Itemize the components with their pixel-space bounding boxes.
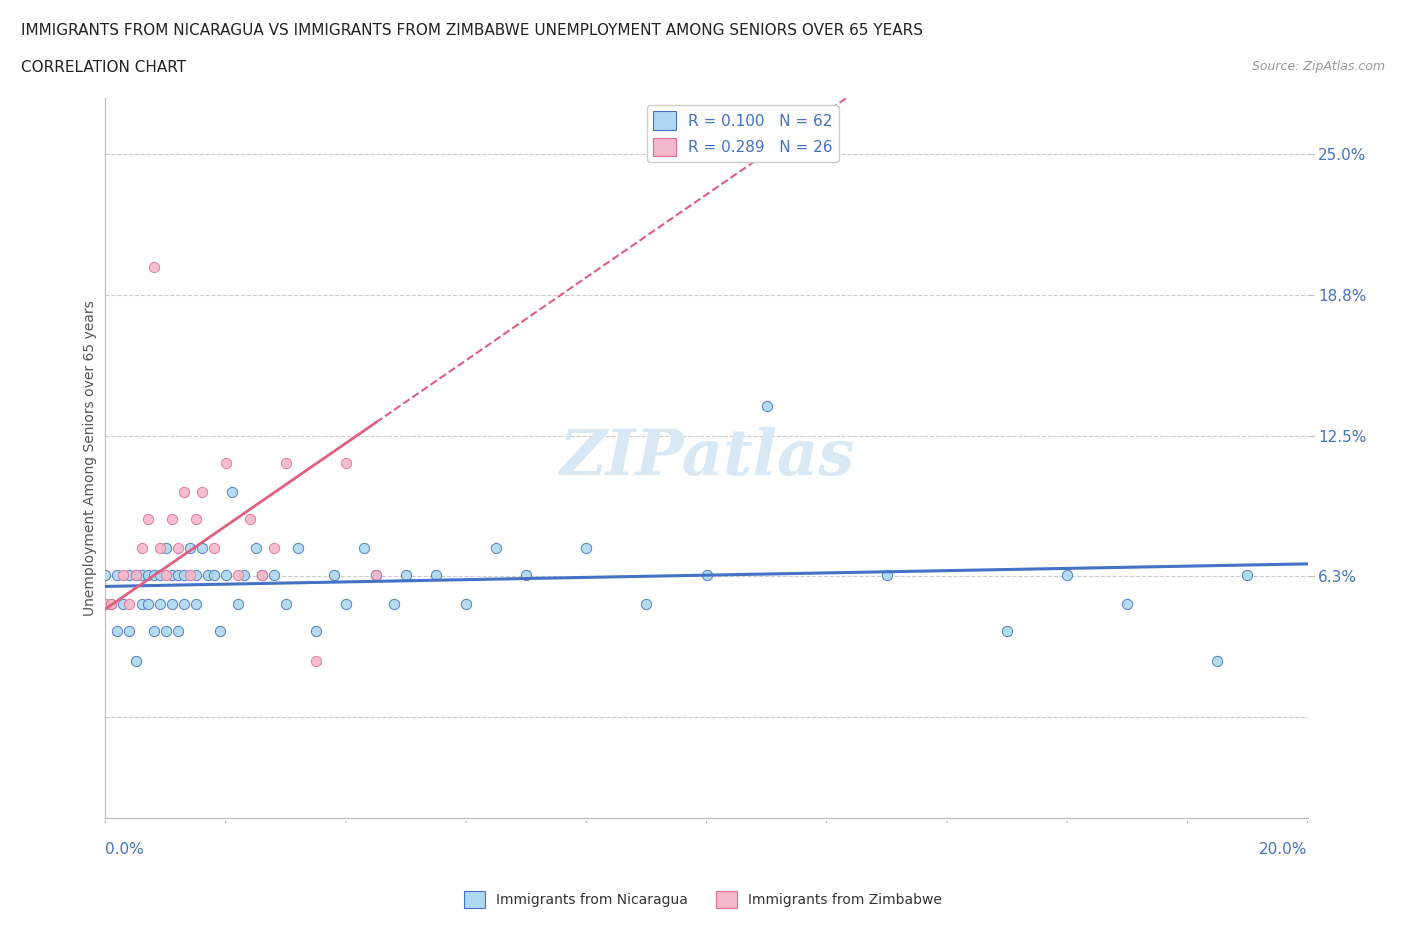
Point bbox=[575, 540, 598, 555]
Point bbox=[148, 597, 170, 612]
Point bbox=[155, 624, 177, 639]
Point bbox=[155, 540, 177, 555]
Point bbox=[197, 567, 219, 582]
Point bbox=[131, 597, 153, 612]
Point bbox=[136, 597, 159, 612]
Point bbox=[179, 540, 201, 555]
Point bbox=[184, 597, 207, 612]
Point bbox=[274, 597, 297, 612]
Point bbox=[160, 567, 183, 582]
Point bbox=[226, 597, 249, 612]
Point bbox=[876, 567, 898, 582]
Point bbox=[166, 624, 188, 639]
Point bbox=[124, 653, 146, 668]
Text: CORRELATION CHART: CORRELATION CHART bbox=[21, 60, 186, 75]
Point bbox=[160, 597, 183, 612]
Point bbox=[179, 567, 201, 582]
Point bbox=[696, 567, 718, 582]
Point bbox=[263, 540, 285, 555]
Point bbox=[202, 567, 225, 582]
Point bbox=[226, 567, 249, 582]
Point bbox=[94, 567, 117, 582]
Point bbox=[454, 597, 477, 612]
Point bbox=[184, 567, 207, 582]
Point bbox=[184, 512, 207, 526]
Point bbox=[636, 597, 658, 612]
Text: 20.0%: 20.0% bbox=[1260, 842, 1308, 857]
Point bbox=[100, 597, 122, 612]
Point bbox=[263, 567, 285, 582]
Point bbox=[382, 597, 405, 612]
Point bbox=[100, 597, 122, 612]
Point bbox=[142, 624, 165, 639]
Point bbox=[214, 455, 236, 470]
Point bbox=[250, 567, 273, 582]
Point bbox=[485, 540, 508, 555]
Point bbox=[107, 567, 129, 582]
Point bbox=[335, 597, 357, 612]
Point bbox=[232, 567, 254, 582]
Legend: R = 0.100   N = 62, R = 0.289   N = 26: R = 0.100 N = 62, R = 0.289 N = 26 bbox=[647, 105, 838, 163]
Text: 0.0%: 0.0% bbox=[105, 842, 145, 857]
Point bbox=[142, 259, 165, 274]
Point bbox=[148, 540, 170, 555]
Point bbox=[274, 455, 297, 470]
Point bbox=[107, 624, 129, 639]
Point bbox=[353, 540, 375, 555]
Point bbox=[755, 399, 778, 414]
Point bbox=[395, 567, 418, 582]
Point bbox=[136, 512, 159, 526]
Point bbox=[1116, 597, 1139, 612]
Point bbox=[136, 567, 159, 582]
Legend: Immigrants from Nicaragua, Immigrants from Zimbabwe: Immigrants from Nicaragua, Immigrants fr… bbox=[458, 885, 948, 914]
Point bbox=[148, 567, 170, 582]
Point bbox=[214, 567, 236, 582]
Point bbox=[94, 597, 117, 612]
Point bbox=[118, 597, 141, 612]
Point bbox=[995, 624, 1018, 639]
Point bbox=[112, 567, 135, 582]
Point bbox=[160, 512, 183, 526]
Point bbox=[166, 540, 188, 555]
Point bbox=[221, 485, 243, 499]
Point bbox=[322, 567, 344, 582]
Point bbox=[190, 540, 212, 555]
Point bbox=[190, 485, 212, 499]
Point bbox=[1056, 567, 1078, 582]
Y-axis label: Unemployment Among Seniors over 65 years: Unemployment Among Seniors over 65 years bbox=[83, 300, 97, 616]
Point bbox=[515, 567, 537, 582]
Point bbox=[124, 567, 146, 582]
Point bbox=[173, 485, 195, 499]
Point bbox=[287, 540, 309, 555]
Point bbox=[1236, 567, 1258, 582]
Point bbox=[118, 567, 141, 582]
Text: ZIPatlas: ZIPatlas bbox=[560, 427, 853, 489]
Point bbox=[112, 597, 135, 612]
Point bbox=[245, 540, 267, 555]
Text: Source: ZipAtlas.com: Source: ZipAtlas.com bbox=[1251, 60, 1385, 73]
Point bbox=[364, 567, 387, 582]
Point bbox=[202, 540, 225, 555]
Point bbox=[335, 455, 357, 470]
Point bbox=[118, 624, 141, 639]
Point bbox=[124, 567, 146, 582]
Point bbox=[425, 567, 447, 582]
Point bbox=[155, 567, 177, 582]
Point bbox=[364, 567, 387, 582]
Point bbox=[142, 567, 165, 582]
Point bbox=[305, 653, 328, 668]
Point bbox=[173, 567, 195, 582]
Point bbox=[208, 624, 231, 639]
Text: IMMIGRANTS FROM NICARAGUA VS IMMIGRANTS FROM ZIMBABWE UNEMPLOYMENT AMONG SENIORS: IMMIGRANTS FROM NICARAGUA VS IMMIGRANTS … bbox=[21, 23, 924, 38]
Point bbox=[131, 567, 153, 582]
Point bbox=[1206, 653, 1229, 668]
Point bbox=[305, 624, 328, 639]
Point bbox=[250, 567, 273, 582]
Point bbox=[173, 597, 195, 612]
Point bbox=[131, 540, 153, 555]
Point bbox=[166, 567, 188, 582]
Point bbox=[239, 512, 262, 526]
